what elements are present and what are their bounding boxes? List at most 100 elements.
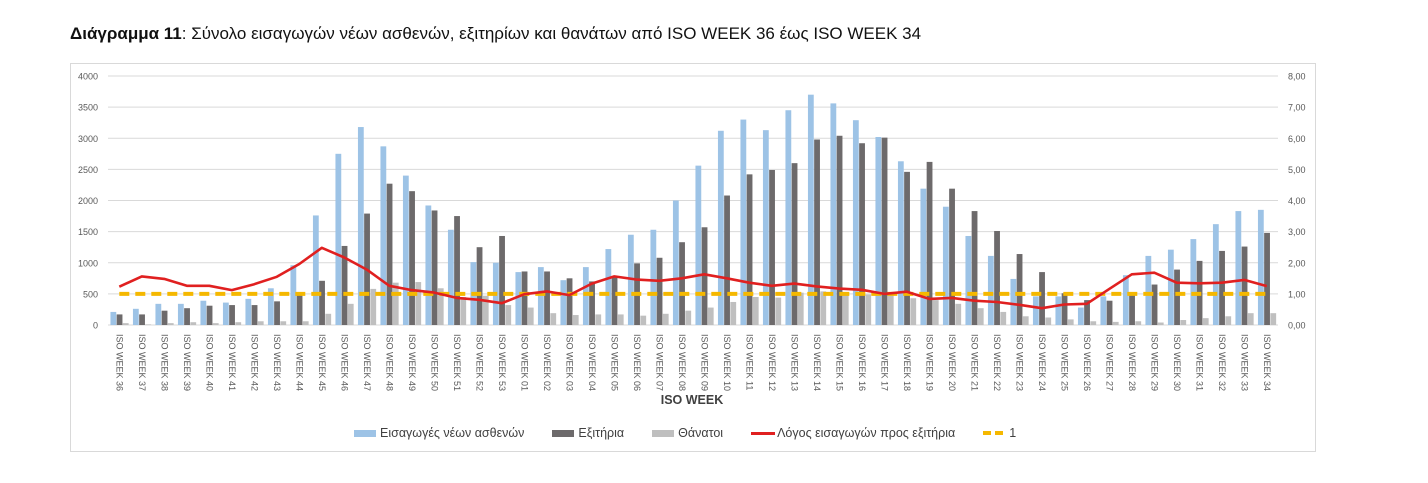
bar-discharges	[994, 231, 1000, 325]
bar-discharges	[476, 247, 483, 325]
bar-discharges	[431, 210, 438, 325]
x-tick-label: ISO WEEK 27	[1104, 334, 1114, 391]
bar-deaths	[1045, 317, 1052, 325]
bar-discharges	[881, 137, 888, 325]
x-tick-label: ISO WEEK 41	[227, 334, 237, 391]
bar-admissions	[110, 311, 117, 325]
legend-swatch-ratio	[751, 431, 776, 435]
x-tick-label: ISO WEEK 29	[1149, 334, 1159, 391]
bar-admissions	[807, 94, 814, 325]
x-tick-label: ISO WEEK 33	[1239, 334, 1249, 391]
bar-admissions	[537, 267, 544, 325]
bar-admissions	[830, 103, 837, 325]
caption-prefix: Διάγραμμα 11	[70, 24, 182, 43]
y2-tick-label: 7,00	[1288, 103, 1306, 113]
ratio-line	[118, 246, 1268, 310]
bar-admissions	[1212, 224, 1219, 325]
bar-deaths	[752, 296, 759, 325]
bar-admissions	[762, 130, 769, 325]
y-axis-left: 0 500 1000 1500 2000 2500 3000 3500 4000	[78, 72, 98, 331]
bar-deaths	[527, 307, 534, 325]
bar-admissions	[717, 130, 724, 325]
bar-deaths	[1090, 321, 1097, 325]
x-tick-label: ISO WEEK 37	[137, 334, 147, 391]
y-tick-label: 1000	[78, 258, 98, 268]
x-tick-label: ISO WEEK 07	[654, 334, 664, 391]
bar-discharges	[1061, 293, 1068, 325]
bar-discharges	[409, 191, 415, 325]
bar-deaths	[122, 323, 129, 325]
legend-swatch-deaths	[652, 429, 675, 437]
x-tick-label: ISO WEEK 34	[1262, 334, 1272, 391]
x-tick-label: ISO WEEK 40	[204, 334, 214, 391]
bar-deaths	[212, 323, 219, 325]
x-tick-label: ISO WEEK 32	[1217, 334, 1227, 391]
y-axis-right: 0,00 1,00 2,00 3,00 4,00 5,00 6,00 7,00 8,00	[1288, 72, 1306, 331]
bar-admissions	[1100, 296, 1107, 325]
bar-deaths	[302, 321, 309, 325]
caption-text: : Σύνολο εισαγωγών νέων ασθενών, εξιτηρί…	[181, 24, 922, 43]
bar-discharges	[1264, 232, 1270, 325]
bar-discharges	[386, 183, 393, 325]
bars	[110, 94, 1277, 325]
x-tick-label: ISO WEEK 16	[857, 334, 867, 391]
x-tick-label: ISO WEEK 02	[542, 334, 552, 391]
x-tick-label: ISO WEEK 48	[384, 334, 394, 391]
x-tick-label: ISO WEEK 10	[722, 334, 732, 391]
bar-deaths	[707, 307, 714, 325]
bar-discharges	[161, 310, 168, 325]
lines	[118, 246, 1268, 310]
bar-discharges	[679, 242, 685, 325]
y2-tick-label: 0,00	[1288, 321, 1306, 331]
x-tick-label: ISO WEEK 13	[789, 334, 799, 391]
bar-discharges	[814, 139, 820, 325]
y-tick-label: 0	[93, 321, 98, 331]
bar-deaths	[932, 300, 939, 325]
bar-admissions	[965, 235, 972, 325]
bar-discharges	[1039, 272, 1045, 325]
bar-discharges	[296, 294, 303, 325]
x-tick-label: ISO WEEK 25	[1059, 334, 1069, 391]
bar-admissions	[875, 137, 882, 325]
bar-discharges	[319, 280, 325, 325]
legend-item-discharges: Εξιτήρια	[552, 426, 624, 440]
bar-deaths	[437, 288, 444, 325]
y-tick-label: 1500	[78, 227, 98, 237]
bar-admissions	[852, 120, 859, 325]
x-tick-label: ISO WEEK 26	[1082, 334, 1092, 391]
bar-discharges	[251, 305, 258, 325]
x-tick-label: ISO WEEK 42	[249, 334, 259, 391]
y2-tick-label: 3,00	[1288, 227, 1306, 237]
bar-admissions	[155, 303, 162, 325]
bar-admissions	[1235, 211, 1242, 325]
bar-deaths	[640, 315, 647, 325]
bar-deaths	[235, 322, 242, 325]
x-tick-label: ISO WEEK 14	[812, 334, 822, 391]
x-tick-label: ISO WEEK 17	[879, 334, 889, 391]
bar-admissions	[672, 200, 679, 325]
bar-deaths	[392, 282, 399, 325]
bar-discharges	[859, 143, 865, 325]
legend-swatch-reference	[983, 431, 1008, 435]
x-tick-label: ISO WEEK 01	[519, 334, 529, 391]
x-tick-label: ISO WEEK 05	[609, 334, 619, 391]
legend-item-reference: 1	[983, 426, 1016, 440]
bar-admissions	[200, 300, 207, 325]
bar-admissions	[987, 255, 994, 325]
y-tick-label: 3000	[78, 134, 98, 144]
legend-label-admissions: Εισαγωγές νέων ασθενών	[380, 426, 525, 440]
x-tick-label: ISO WEEK 24	[1037, 334, 1047, 391]
bar-admissions	[695, 165, 702, 325]
y2-tick-label: 2,00	[1288, 258, 1306, 268]
bar-deaths	[550, 313, 557, 325]
bar-deaths	[167, 323, 174, 325]
x-tick-label: ISO WEEK 39	[182, 334, 192, 391]
y2-tick-label: 8,00	[1288, 72, 1306, 82]
bar-deaths	[797, 292, 804, 325]
bar-deaths	[842, 292, 849, 325]
bar-deaths	[370, 288, 377, 325]
bar-admissions	[267, 288, 274, 325]
bar-discharges	[724, 195, 730, 325]
bar-admissions	[605, 249, 612, 325]
